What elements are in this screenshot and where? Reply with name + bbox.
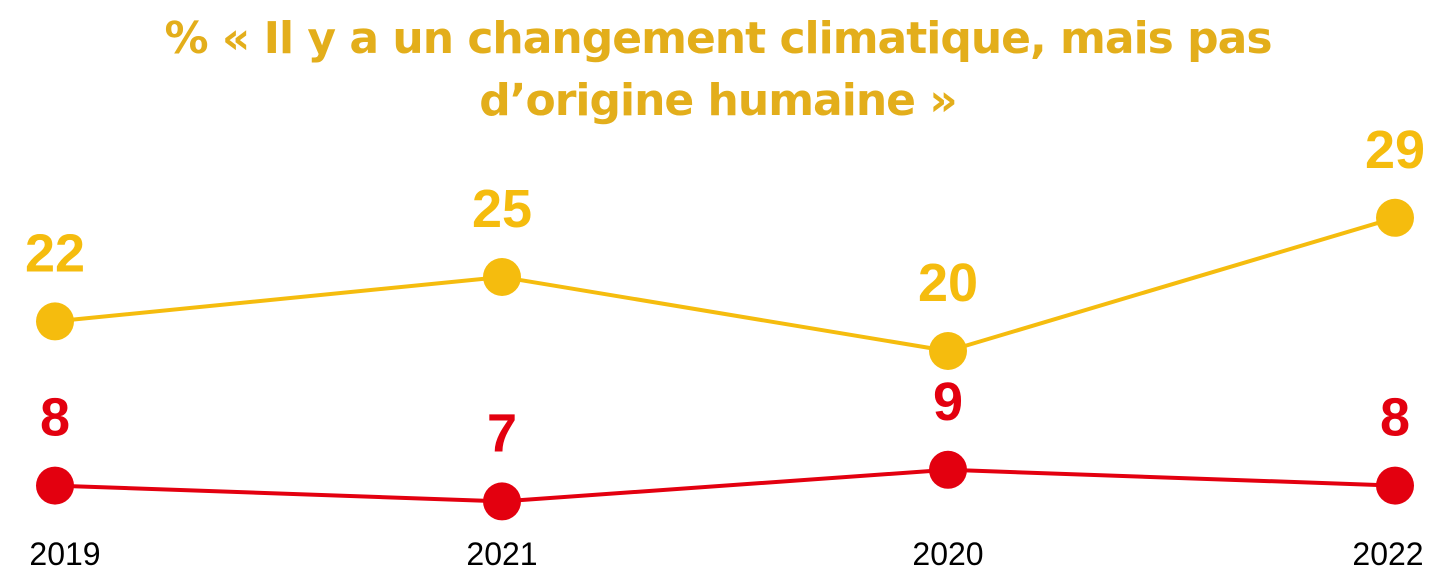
x-tick-label-2021: 2021 [466, 536, 537, 572]
data-label-s1-2020: 20 [918, 253, 978, 313]
data-point-s1-2019 [36, 302, 74, 341]
x-tick-label-2022: 2022 [1352, 536, 1423, 572]
data-label-s2-2019: 8 [40, 388, 70, 448]
data-point-s2-2021 [483, 482, 521, 521]
series-line-2 [53, 467, 1397, 504]
data-label-s1-2021: 25 [472, 179, 532, 239]
data-point-s1-2022 [1376, 198, 1414, 237]
data-point-s2-2019 [36, 466, 74, 505]
data-point-s2-2022 [1376, 466, 1414, 505]
data-point-s2-2020 [929, 450, 967, 489]
data-label-s2-2021: 7 [487, 403, 517, 463]
x-tick-label-2019: 2019 [29, 536, 100, 572]
chart-title-line-1: % « Il y a un changement climatique, mai… [164, 13, 1272, 64]
data-point-s1-2020 [929, 332, 967, 370]
data-label-s1-2022: 29 [1365, 120, 1425, 180]
x-tick-label-2020: 2020 [912, 536, 983, 572]
data-label-s2-2022: 8 [1380, 388, 1410, 448]
data-label-s2-2020: 9 [933, 372, 963, 432]
data-label-s1-2019: 22 [25, 223, 85, 283]
data-point-s1-2021 [483, 258, 521, 296]
series-line-1 [53, 215, 1397, 353]
chart-title-line-2: d’origine humaine » [479, 75, 957, 126]
chart-title: % « Il y a un changement climatique, mai… [0, 8, 1436, 132]
